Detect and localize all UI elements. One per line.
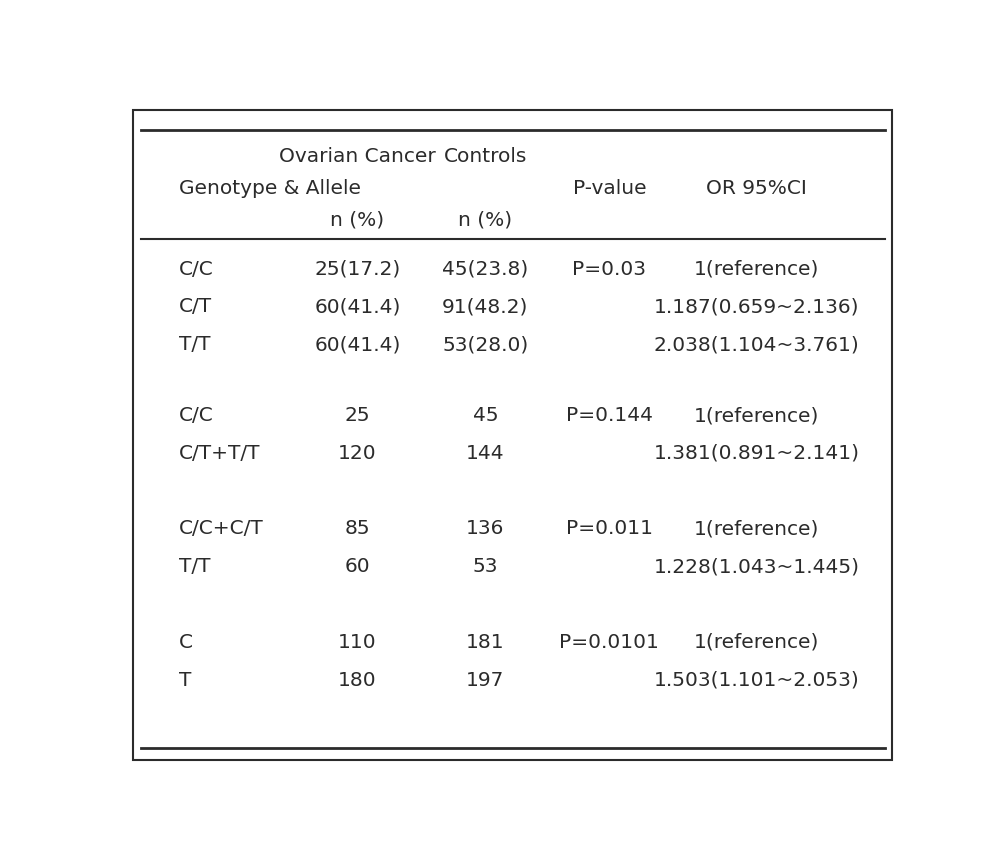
Text: T/T: T/T (179, 557, 211, 576)
Text: 181: 181 (466, 633, 505, 652)
Text: 180: 180 (338, 671, 377, 690)
Text: 1.187(0.659~2.136): 1.187(0.659~2.136) (654, 297, 859, 316)
Text: 144: 144 (466, 444, 505, 463)
Text: 45: 45 (473, 406, 498, 425)
Text: 25(17.2): 25(17.2) (314, 259, 401, 279)
Text: OR 95%CI: OR 95%CI (706, 179, 807, 198)
Text: P=0.144: P=0.144 (566, 406, 653, 425)
Text: P=0.0101: P=0.0101 (559, 633, 659, 652)
Text: Ovarian Cancer: Ovarian Cancer (279, 147, 436, 166)
Text: Genotype & Allele: Genotype & Allele (179, 179, 361, 198)
Text: P=0.011: P=0.011 (566, 519, 653, 538)
Text: C/C+C/T: C/C+C/T (179, 519, 264, 538)
Text: 1(reference): 1(reference) (694, 259, 819, 279)
Text: 60(41.4): 60(41.4) (314, 297, 401, 316)
Text: 110: 110 (338, 633, 377, 652)
Text: T/T: T/T (179, 335, 211, 354)
Text: 1.381(0.891~2.141): 1.381(0.891~2.141) (654, 444, 860, 463)
Text: 60: 60 (345, 557, 370, 576)
Text: 136: 136 (466, 519, 505, 538)
Text: P=0.03: P=0.03 (572, 259, 646, 279)
Text: 1(reference): 1(reference) (694, 406, 819, 425)
Text: 1(reference): 1(reference) (694, 519, 819, 538)
Text: 85: 85 (345, 519, 370, 538)
Text: 2.038(1.104~3.761): 2.038(1.104~3.761) (654, 335, 860, 354)
Text: n (%): n (%) (458, 210, 512, 230)
Text: C/T+T/T: C/T+T/T (179, 444, 261, 463)
Text: 53: 53 (473, 557, 498, 576)
Text: Controls: Controls (444, 147, 527, 166)
Text: 45(23.8): 45(23.8) (442, 259, 528, 279)
Text: 53(28.0): 53(28.0) (442, 335, 528, 354)
Text: 91(48.2): 91(48.2) (442, 297, 529, 316)
Text: C/T: C/T (179, 297, 212, 316)
Text: 1.503(1.101~2.053): 1.503(1.101~2.053) (654, 671, 860, 690)
Text: C/C: C/C (179, 406, 214, 425)
Text: 1(reference): 1(reference) (694, 633, 819, 652)
Text: 120: 120 (338, 444, 377, 463)
Text: 1.228(1.043~1.445): 1.228(1.043~1.445) (654, 557, 860, 576)
Text: 60(41.4): 60(41.4) (314, 335, 401, 354)
Text: C/C: C/C (179, 259, 214, 279)
Text: 197: 197 (466, 671, 505, 690)
Text: n (%): n (%) (330, 210, 385, 230)
Text: C: C (179, 633, 193, 652)
Text: 25: 25 (345, 406, 370, 425)
Text: P-value: P-value (573, 179, 646, 198)
Text: T: T (179, 671, 192, 690)
